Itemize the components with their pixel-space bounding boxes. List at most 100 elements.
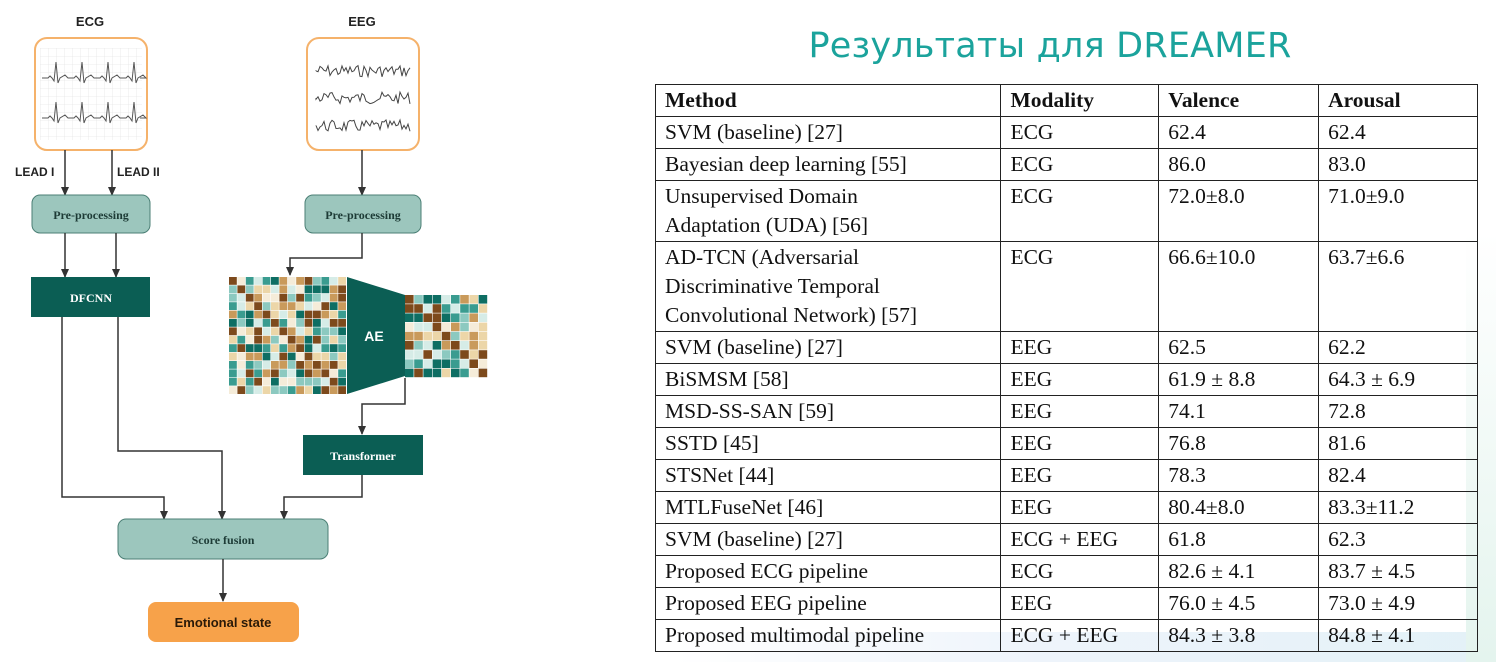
emotional-state-label: Emotional state bbox=[175, 615, 272, 630]
eeg-preprocessing-block: Pre-processing bbox=[304, 194, 422, 234]
table-row: Proposed EEG pipeline EEG 76.0 ± 4.5 73.0 ±… bbox=[654, 587, 1478, 620]
eeg-label: EEG bbox=[348, 14, 375, 29]
modality-cell: EEG bbox=[1000, 331, 1160, 364]
valence-cell: 66.6±10.0 bbox=[1158, 241, 1320, 332]
dfcnn-label: DFCNN bbox=[70, 291, 112, 305]
valence-cell: 62.5 bbox=[1158, 331, 1320, 364]
autoencoder-block: AE bbox=[347, 277, 405, 394]
table-header-row: Method Modality Valence Arousal bbox=[654, 84, 1478, 117]
table-row: STSNet [44] EEG 78.3 82.4 bbox=[654, 459, 1478, 492]
table-row: AD-TCN (Adversarial Discriminative Tempor… bbox=[654, 241, 1478, 332]
arousal-cell: 84.8 ± 4.1 bbox=[1318, 619, 1478, 652]
valence-cell: 61.8 bbox=[1158, 523, 1320, 556]
arousal-cell: 62.2 bbox=[1318, 331, 1478, 364]
header-arousal: Arousal bbox=[1318, 84, 1478, 117]
arousal-cell: 72.8 bbox=[1318, 395, 1478, 428]
eeg-signal-box bbox=[306, 37, 420, 151]
method-cell: Proposed EEG pipeline bbox=[654, 587, 1002, 620]
arousal-cell: 83.0 bbox=[1318, 148, 1478, 181]
table-row: SVM (baseline) [27] EEG 62.5 62.2 bbox=[654, 331, 1478, 364]
lead2-label: LEAD II bbox=[117, 165, 160, 179]
arousal-cell: 82.4 bbox=[1318, 459, 1478, 492]
transformer-label: Transformer bbox=[330, 449, 396, 463]
pipeline-diagram: ECG EEG LEAD I LEAD II Pre-processing Pr… bbox=[15, 14, 488, 642]
valence-cell: 84.3 ± 3.8 bbox=[1158, 619, 1320, 652]
table-row: SSTD [45] EEG 76.8 81.6 bbox=[654, 427, 1478, 460]
dfcnn-block: DFCNN bbox=[31, 277, 150, 317]
valence-cell: 82.6 ± 4.1 bbox=[1158, 555, 1320, 588]
method-cell: Unsupervised Domain Adaptation (UDA) [56] bbox=[654, 180, 1002, 242]
score-fusion-label: Score fusion bbox=[192, 533, 255, 547]
modality-cell: ECG bbox=[1000, 241, 1160, 332]
arousal-cell: 73.0 ± 4.9 bbox=[1318, 587, 1478, 620]
modality-cell: ECG bbox=[1000, 116, 1160, 149]
table-row: BiSMSM [58] EEG 61.9 ± 8.8 64.3 ± 6.9 bbox=[654, 363, 1478, 396]
lead1-label: LEAD I bbox=[15, 165, 54, 179]
modality-cell: ECG bbox=[1000, 180, 1160, 242]
modality-cell: EEG bbox=[1000, 491, 1160, 524]
arousal-cell: 83.7 ± 4.5 bbox=[1318, 555, 1478, 588]
method-cell: SVM (baseline) [27] bbox=[654, 116, 1002, 149]
slide-title: Результаты для DREAMER bbox=[808, 26, 1292, 66]
table-row: Proposed ECG pipeline ECG 82.6 ± 4.1 83.7 ±… bbox=[654, 555, 1478, 588]
eeg-preprocessing-label: Pre-processing bbox=[325, 208, 401, 222]
modality-cell: ECG bbox=[1000, 555, 1160, 588]
arousal-cell: 83.3±11.2 bbox=[1318, 491, 1478, 524]
modality-cell: EEG bbox=[1000, 427, 1160, 460]
valence-cell: 76.8 bbox=[1158, 427, 1320, 460]
arousal-cell: 64.3 ± 6.9 bbox=[1318, 363, 1478, 396]
valence-cell: 72.0±8.0 bbox=[1158, 180, 1320, 242]
modality-cell: EEG bbox=[1000, 363, 1160, 396]
arousal-cell: 62.4 bbox=[1318, 116, 1478, 149]
ecg-label: ECG bbox=[76, 14, 104, 29]
arousal-cell: 62.3 bbox=[1318, 523, 1478, 556]
score-fusion-block: Score fusion bbox=[117, 518, 329, 560]
method-cell: SSTD [45] bbox=[654, 427, 1002, 460]
valence-cell: 86.0 bbox=[1158, 148, 1320, 181]
method-cell: Bayesian deep learning [55] bbox=[654, 148, 1002, 181]
modality-cell: EEG bbox=[1000, 587, 1160, 620]
ecg-signal-box bbox=[34, 37, 148, 151]
method-cell: SVM (baseline) [27] bbox=[654, 331, 1002, 364]
header-valence: Valence bbox=[1158, 84, 1320, 117]
modality-cell: ECG + EEG bbox=[1000, 619, 1160, 652]
valence-cell: 76.0 ± 4.5 bbox=[1158, 587, 1320, 620]
latent-heatmap bbox=[405, 295, 488, 378]
table-row: Bayesian deep learning [55] ECG 86.0 83.0 bbox=[654, 148, 1478, 181]
method-cell: MTLFuseNet [46] bbox=[654, 491, 1002, 524]
modality-cell: EEG bbox=[1000, 395, 1160, 428]
valence-cell: 78.3 bbox=[1158, 459, 1320, 492]
input-heatmap bbox=[229, 277, 346, 394]
method-cell: BiSMSM [58] bbox=[654, 363, 1002, 396]
method-cell: MSD-SS-SAN [59] bbox=[654, 395, 1002, 428]
table-row: Unsupervised Domain Adaptation (UDA) [56]… bbox=[654, 180, 1478, 242]
method-cell: AD-TCN (Adversarial Discriminative Tempor… bbox=[654, 241, 1002, 332]
modality-cell: EEG bbox=[1000, 459, 1160, 492]
table-row: SVM (baseline) [27] ECG 62.4 62.4 bbox=[654, 116, 1478, 149]
ae-label: AE bbox=[364, 328, 383, 344]
ecg-preprocessing-block: Pre-processing bbox=[31, 194, 151, 234]
valence-cell: 80.4±8.0 bbox=[1158, 491, 1320, 524]
table-row: Proposed multimodal pipeline ECG + EEG 84.… bbox=[654, 619, 1478, 652]
transformer-block: Transformer bbox=[303, 435, 423, 475]
modality-cell: ECG bbox=[1000, 148, 1160, 181]
table-row: SVM (baseline) [27] ECG + EEG 61.8 62.3 bbox=[654, 523, 1478, 556]
method-cell: STSNet [44] bbox=[654, 459, 1002, 492]
results-table: Method Modality Valence Arousal SVM (bas… bbox=[654, 84, 1478, 652]
valence-cell: 61.9 ± 8.8 bbox=[1158, 363, 1320, 396]
arousal-cell: 81.6 bbox=[1318, 427, 1478, 460]
valence-cell: 74.1 bbox=[1158, 395, 1320, 428]
ecg-preprocessing-label: Pre-processing bbox=[53, 208, 129, 222]
method-cell: Proposed ECG pipeline bbox=[654, 555, 1002, 588]
valence-cell: 62.4 bbox=[1158, 116, 1320, 149]
arousal-cell: 63.7±6.6 bbox=[1318, 241, 1478, 332]
header-modality: Modality bbox=[1000, 84, 1160, 117]
modality-cell: ECG + EEG bbox=[1000, 523, 1160, 556]
table-row: MTLFuseNet [46] EEG 80.4±8.0 83.3±11.2 bbox=[654, 491, 1478, 524]
arousal-cell: 71.0±9.0 bbox=[1318, 180, 1478, 242]
method-cell: SVM (baseline) [27] bbox=[654, 523, 1002, 556]
header-method: Method bbox=[654, 84, 1002, 117]
emotional-state-block: Emotional state bbox=[148, 602, 299, 642]
method-cell: Proposed multimodal pipeline bbox=[654, 619, 1002, 652]
table-row: MSD-SS-SAN [59] EEG 74.1 72.8 bbox=[654, 395, 1478, 428]
